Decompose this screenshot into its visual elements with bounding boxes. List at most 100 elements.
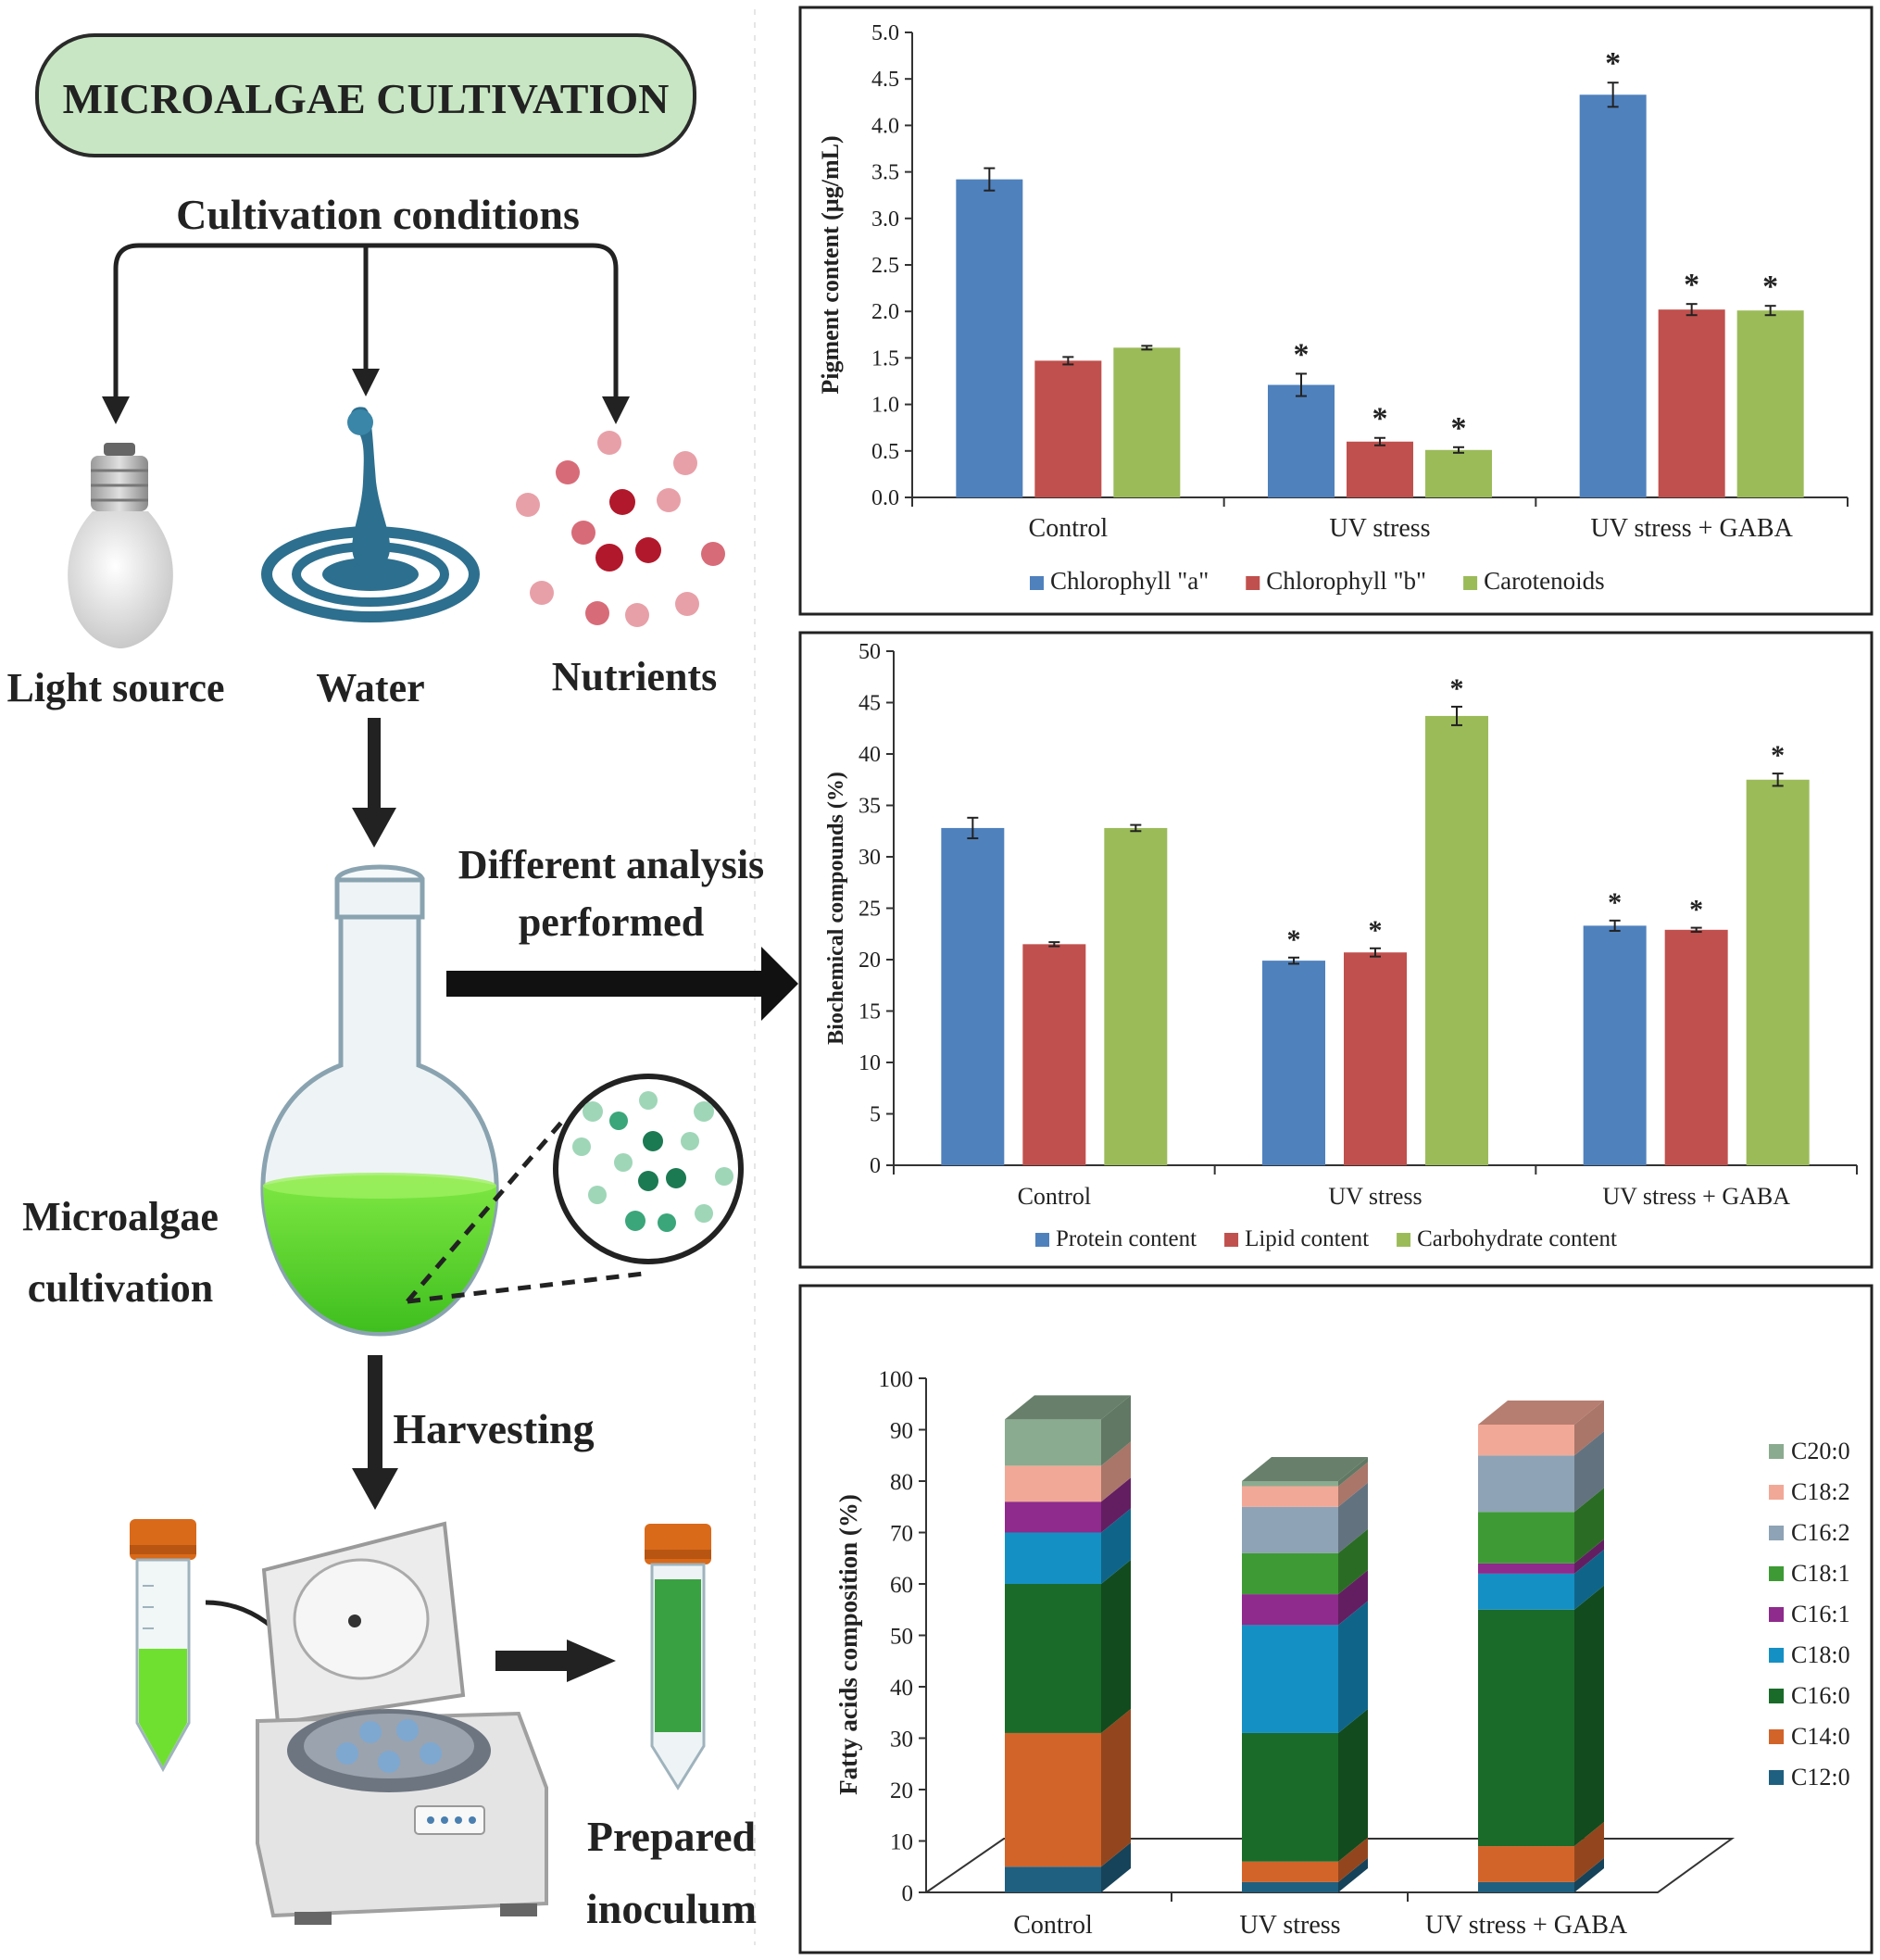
y-tick-label: 60: [890, 1573, 913, 1598]
y-tick-label: 0: [870, 1154, 881, 1178]
bar: [1344, 952, 1407, 1165]
y-tick-label: 4.0: [871, 114, 899, 138]
y-tick-label: 20: [859, 949, 881, 973]
y-tick-label: 40: [859, 743, 881, 767]
legend-swatch: [1769, 1444, 1784, 1459]
legend-swatch: [1035, 1233, 1049, 1247]
y-tick-label: 1.0: [871, 394, 899, 418]
y-tick-label: 35: [859, 795, 881, 819]
y-axis-title: Pigment content (µg/mL): [817, 135, 844, 394]
legend-swatch: [1463, 576, 1478, 590]
centrifuge-icon: [256, 1521, 548, 1925]
stack-segment-side: [1101, 1842, 1131, 1892]
legend-swatch: [1769, 1770, 1784, 1785]
bar: [1746, 779, 1810, 1165]
legend-label: C16:2: [1791, 1519, 1850, 1546]
significance-mark: *: [1294, 337, 1310, 371]
stack-segment: [1242, 1732, 1338, 1862]
stack-segment: [1242, 1594, 1338, 1626]
legend-swatch: [1769, 1689, 1784, 1703]
stack-segment: [1478, 1573, 1574, 1610]
category-label: UV stress: [1329, 514, 1430, 543]
y-tick-label: 30: [859, 846, 881, 870]
legend-swatch: [1769, 1485, 1784, 1500]
arrow-to-nutrients: [602, 396, 630, 424]
y-axis-title: Fatty acids composition (%): [834, 1494, 862, 1795]
stack-segment-side: [1338, 1482, 1368, 1553]
algae-zoom-icon: [406, 1074, 744, 1304]
category-label: UV stress + GABA: [1425, 1911, 1628, 1940]
legend-swatch: [1769, 1566, 1784, 1581]
legend-label: Protein content: [1056, 1226, 1197, 1251]
legend-swatch: [1769, 1607, 1784, 1622]
analysis-arrow: [446, 947, 798, 1021]
flask-icon: [260, 864, 499, 1337]
bar: [1113, 347, 1181, 497]
pigment-chart: 0.0 0.5 1.0 1.5 2.0 2.5 3.0 3.5 4.0 4.5 5.0 Pigment…: [817, 21, 1849, 595]
legend-label: C20:0: [1791, 1438, 1850, 1464]
cultivation-label-2: cultivation: [28, 1265, 213, 1311]
light-source-label: Light source: [6, 665, 224, 710]
stack-segment: [1242, 1861, 1338, 1882]
legend-label: Chlorophyll "b": [1266, 567, 1426, 595]
cultivation-label-1: Microalgae: [22, 1194, 219, 1239]
stack-segment-side: [1101, 1708, 1131, 1867]
significance-mark: *: [1372, 402, 1388, 436]
legend-swatch: [1246, 576, 1260, 590]
y-tick-label: 30: [890, 1728, 913, 1753]
stack-top: [1242, 1457, 1368, 1481]
legend-swatch: [1030, 576, 1044, 590]
stack-segment: [1005, 1465, 1101, 1502]
legend-label: C16:1: [1791, 1601, 1850, 1627]
stack-segment: [1242, 1481, 1338, 1487]
significance-mark: *: [1608, 887, 1622, 918]
category-label: Control: [1013, 1911, 1093, 1940]
stack-segment: [1005, 1866, 1101, 1892]
bar: [1268, 384, 1335, 497]
y-tick-label: 40: [890, 1676, 913, 1701]
stack-segment-side: [1338, 1857, 1368, 1892]
light-bulb-icon: [68, 443, 173, 648]
nutrients-icon: [516, 431, 725, 627]
inoculum-label-1: Prepared: [587, 1813, 757, 1860]
stack-segment-side: [1574, 1585, 1604, 1847]
bar: [1658, 309, 1725, 497]
inoculum-tube-icon: [645, 1524, 711, 1790]
bar: [1022, 944, 1086, 1165]
category-label: Control: [1029, 514, 1109, 543]
stack-segment-side: [1574, 1549, 1604, 1610]
significance-mark: *: [1369, 915, 1383, 946]
bar: [1104, 827, 1168, 1165]
significance-mark: *: [1287, 924, 1301, 955]
stack-segment-side: [1338, 1528, 1368, 1595]
bar: [1425, 449, 1492, 497]
significance-mark: *: [1450, 673, 1464, 704]
legend-label: C18:1: [1791, 1560, 1850, 1587]
bar: [956, 179, 1023, 497]
category-label: UV stress: [1239, 1911, 1340, 1940]
significance-mark: *: [1451, 411, 1467, 446]
stack-segment-side: [1338, 1601, 1368, 1733]
bar: [941, 827, 1005, 1165]
bar: [1425, 715, 1488, 1165]
y-tick-label: 5.0: [871, 21, 899, 45]
category-label: Control: [1018, 1183, 1091, 1210]
stack-segment-side: [1101, 1477, 1131, 1533]
legend-label: Carbohydrate content: [1417, 1226, 1617, 1251]
legend-label: C12:0: [1791, 1764, 1850, 1790]
biochemical-chart: 0 5 10 15 20 25 30 35 40 45 50 Biochemical compound…: [824, 640, 1858, 1251]
stack-segment: [1005, 1419, 1101, 1466]
stack-segment: [1478, 1455, 1574, 1513]
analysis-label-1: Different analysis: [458, 842, 764, 887]
stack-segment: [1478, 1846, 1574, 1882]
legend-swatch: [1769, 1648, 1784, 1663]
arrow-to-water: [352, 369, 380, 396]
y-tick-label: 3.5: [871, 161, 899, 185]
legend-swatch: [1397, 1233, 1411, 1247]
significance-mark: *: [1684, 268, 1699, 302]
y-tick-label: 50: [859, 640, 881, 664]
stack-segment: [1005, 1584, 1101, 1733]
bar: [1262, 961, 1325, 1165]
stack-segment: [1005, 1732, 1101, 1867]
